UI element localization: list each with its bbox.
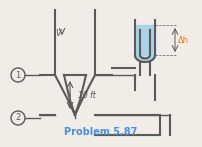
- Text: Problem 5.87: Problem 5.87: [64, 127, 137, 137]
- Text: 2: 2: [15, 113, 21, 122]
- Text: 10 ft: 10 ft: [78, 91, 95, 100]
- Polygon shape: [134, 25, 154, 55]
- Text: V: V: [55, 29, 61, 37]
- Polygon shape: [139, 35, 149, 55]
- Polygon shape: [134, 55, 154, 62]
- Text: 1: 1: [15, 71, 21, 80]
- Text: Δh: Δh: [177, 35, 188, 45]
